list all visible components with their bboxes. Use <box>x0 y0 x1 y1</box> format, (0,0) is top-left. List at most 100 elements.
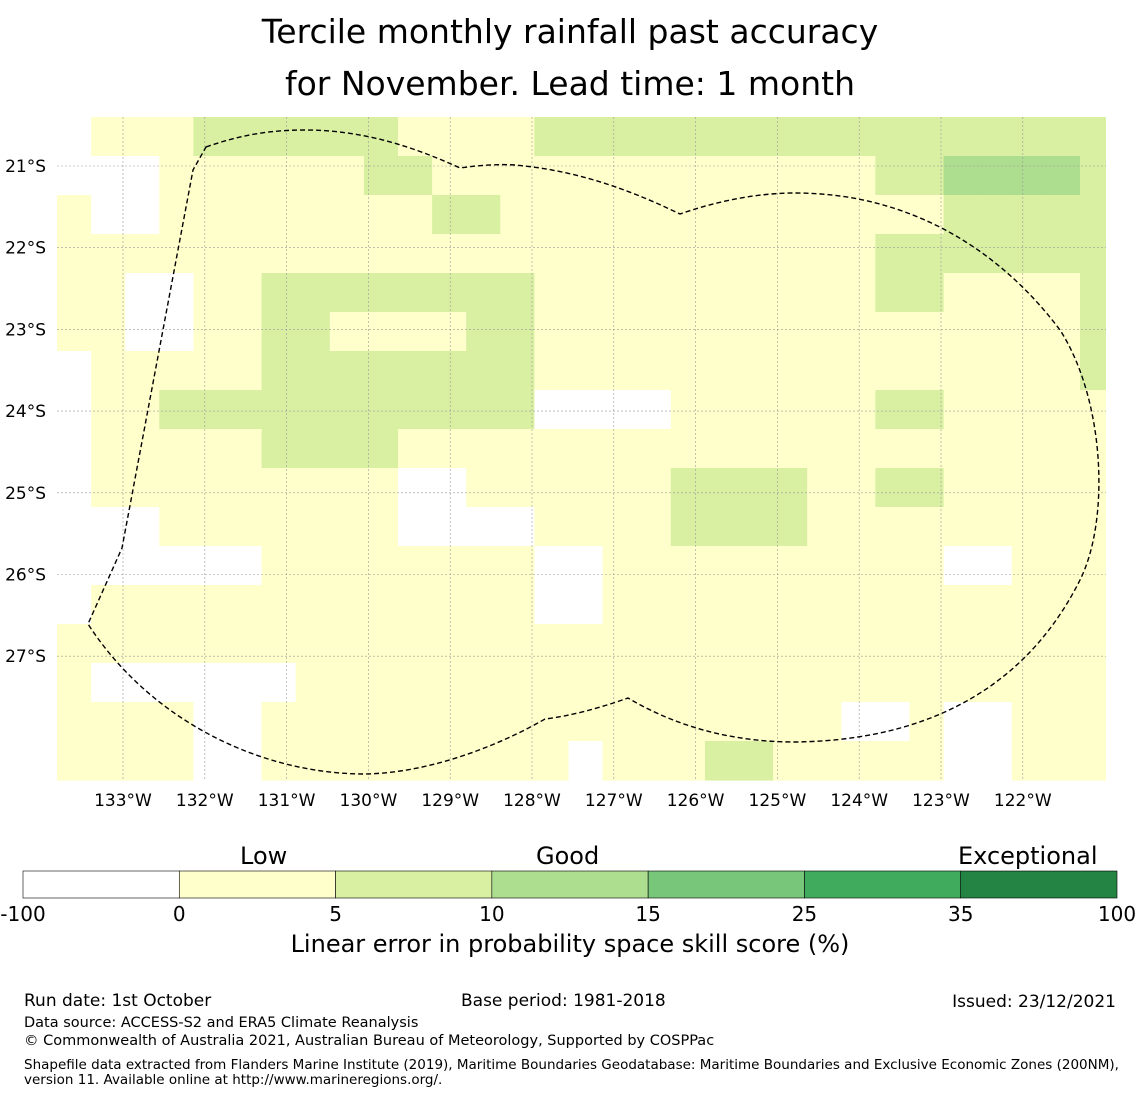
colorbar-segment <box>22 870 180 899</box>
grid-cell <box>909 273 945 313</box>
longitude-label: 128°W <box>503 791 561 811</box>
grid-cell <box>57 624 92 664</box>
grid-cell <box>91 429 126 469</box>
grid-cell <box>773 546 808 586</box>
grid-cell <box>329 468 365 508</box>
grid-cell <box>602 507 638 547</box>
grid-cell <box>807 429 842 469</box>
grid-cell <box>329 351 365 391</box>
grid-cell <box>602 546 638 586</box>
grid-cell <box>466 507 501 547</box>
longitude-label: 124°W <box>830 791 888 811</box>
grid-cell <box>1080 663 1106 703</box>
base-period: Base period: 1981-2018 <box>461 991 666 1011</box>
longitude-label: 132°W <box>176 791 234 811</box>
grid-cell <box>1045 156 1081 196</box>
grid-cell <box>57 234 92 274</box>
grid-cell <box>398 156 433 196</box>
grid-cell <box>227 117 263 157</box>
grid-cell <box>602 663 638 703</box>
latitude-label: 27°S <box>5 647 46 667</box>
grid-cell <box>261 351 297 391</box>
grid-cell <box>1080 702 1106 742</box>
grid-cell <box>329 624 365 664</box>
grid-cell <box>773 234 808 274</box>
grid-cell <box>398 507 433 547</box>
grid-cell <box>1080 585 1106 625</box>
grid-cell <box>91 546 126 586</box>
grid-cell <box>295 741 331 781</box>
grid-cell <box>363 351 399 391</box>
grid-cell <box>841 702 876 742</box>
grid-cell <box>670 234 706 274</box>
grid-cell <box>500 156 535 196</box>
grid-cell <box>602 702 638 742</box>
grid-cell <box>432 234 467 274</box>
grid-cell <box>773 468 808 508</box>
grid-cell <box>841 234 876 274</box>
grid-cell <box>807 546 842 586</box>
grid-cell <box>704 507 740 547</box>
grid-cell <box>773 390 808 430</box>
grid-cell <box>534 468 570 508</box>
grid-cell <box>57 195 92 235</box>
grid-cell <box>1011 585 1047 625</box>
grid-cell <box>363 312 399 352</box>
grid-cell <box>773 585 808 625</box>
grid-cell <box>500 507 535 547</box>
grid-cell <box>977 702 1013 742</box>
grid-cell <box>636 195 672 235</box>
grid-cell <box>57 741 92 781</box>
grid-cell <box>125 585 160 625</box>
grid-cell <box>1011 663 1047 703</box>
grid-cell <box>57 702 92 742</box>
colorbar-tick-label: 15 <box>635 902 661 926</box>
grid-cell <box>704 429 740 469</box>
grid-cell <box>841 741 876 781</box>
grid-cell <box>909 741 945 781</box>
longitude-label: 131°W <box>258 791 316 811</box>
grid-cell <box>227 273 263 313</box>
grid-cell <box>807 156 842 196</box>
grid-cell <box>875 273 911 313</box>
grid-cell <box>91 156 126 196</box>
grid-cell <box>841 507 876 547</box>
grid-cell <box>636 585 672 625</box>
colorbar <box>22 870 1118 899</box>
grid-cell <box>193 117 229 157</box>
grid-cell <box>398 390 433 430</box>
copyright: © Commonwealth of Australia 2021, Austra… <box>24 1033 715 1049</box>
grid-cell <box>57 468 92 508</box>
grid-cell <box>534 312 570 352</box>
longitude-label: 130°W <box>340 791 398 811</box>
grid-cell <box>1080 234 1106 274</box>
grid-cell <box>227 390 263 430</box>
grid-cell <box>329 507 365 547</box>
grid-cell <box>636 273 672 313</box>
grid-cell <box>466 234 501 274</box>
grid-cell <box>432 468 467 508</box>
grid-cell <box>704 741 740 781</box>
grid-cell <box>1045 585 1081 625</box>
grid-cell <box>91 273 126 313</box>
grid-cell <box>602 195 638 235</box>
grid-cell <box>1011 312 1047 352</box>
grid-cell <box>159 741 194 781</box>
grid-cell <box>363 429 399 469</box>
longitude-label: 122°W <box>994 791 1052 811</box>
longitude-label: 123°W <box>912 791 970 811</box>
grid-cell <box>329 195 365 235</box>
grid-cell <box>466 390 501 430</box>
grid-cell <box>875 585 911 625</box>
grid-cell <box>977 741 1013 781</box>
grid-cell <box>943 546 979 586</box>
grid-cell <box>670 390 706 430</box>
grid-cell <box>193 624 229 664</box>
grid-cell <box>329 390 365 430</box>
grid-cell <box>568 702 604 742</box>
grid-cell <box>841 273 876 313</box>
grid-cell <box>295 351 331 391</box>
grid-cell <box>295 156 331 196</box>
grid-cell <box>773 312 808 352</box>
grid-cell <box>704 312 740 352</box>
